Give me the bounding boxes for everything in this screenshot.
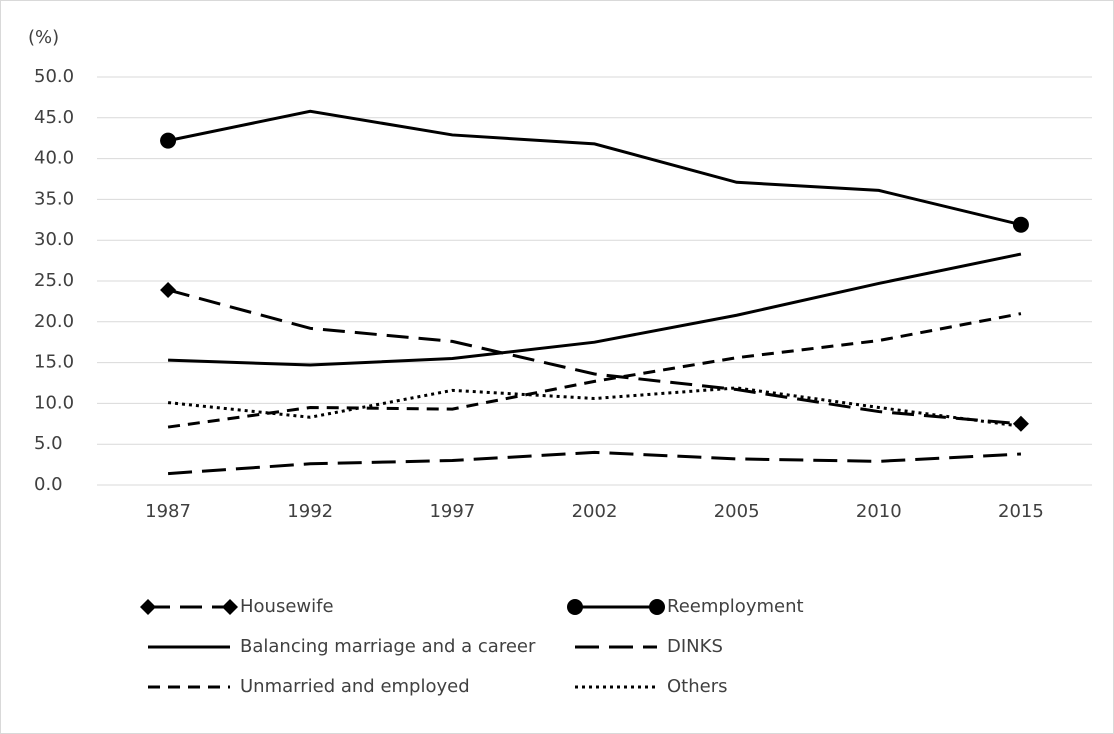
- legend-marker: [649, 599, 665, 615]
- y-tick-label: 20.0: [34, 311, 74, 332]
- y-tick-label: 0.0: [34, 474, 63, 495]
- y-tick-label: 30.0: [34, 229, 74, 250]
- y-tick-label: 25.0: [34, 270, 74, 291]
- marker: [160, 281, 177, 298]
- y-tick-label: 5.0: [34, 433, 63, 454]
- legend-marker: [140, 599, 156, 615]
- x-tick-label: 2010: [856, 501, 902, 522]
- marker: [1012, 415, 1029, 432]
- series-line: [168, 252, 1022, 367]
- marker: [1012, 216, 1029, 233]
- x-tick-label: 2015: [998, 501, 1044, 522]
- legend-label: Balancing marriage and a career: [240, 636, 536, 657]
- y-axis-label: (%): [28, 27, 59, 48]
- legend-label: DINKS: [667, 636, 723, 657]
- legend-label: Unmarried and employed: [240, 676, 470, 697]
- x-tick-label: 1997: [429, 501, 475, 522]
- y-tick-label: 15.0: [34, 352, 74, 373]
- legend-marker: [567, 599, 583, 615]
- y-tick-label: 45.0: [34, 107, 74, 128]
- x-tick-label: 2002: [572, 501, 618, 522]
- legend-label: Others: [667, 676, 728, 697]
- legend-label: Housewife: [240, 596, 334, 617]
- x-tick-label: 2005: [714, 501, 760, 522]
- y-tick-label: 35.0: [34, 188, 74, 209]
- legend-marker: [222, 599, 238, 615]
- series-line: [167, 312, 1022, 429]
- y-tick-label: 10.0: [34, 392, 74, 413]
- x-tick-label: 1992: [287, 501, 333, 522]
- series-line: [167, 450, 1022, 476]
- marker: [160, 132, 177, 149]
- y-tick-label: 50.0: [34, 66, 74, 87]
- x-tick-label: 1987: [145, 501, 191, 522]
- series-line: [167, 109, 1022, 227]
- y-tick-label: 40.0: [34, 148, 74, 169]
- legend-label: Reemployment: [667, 596, 804, 617]
- series-line: [167, 288, 1022, 426]
- series-line: [167, 386, 1022, 428]
